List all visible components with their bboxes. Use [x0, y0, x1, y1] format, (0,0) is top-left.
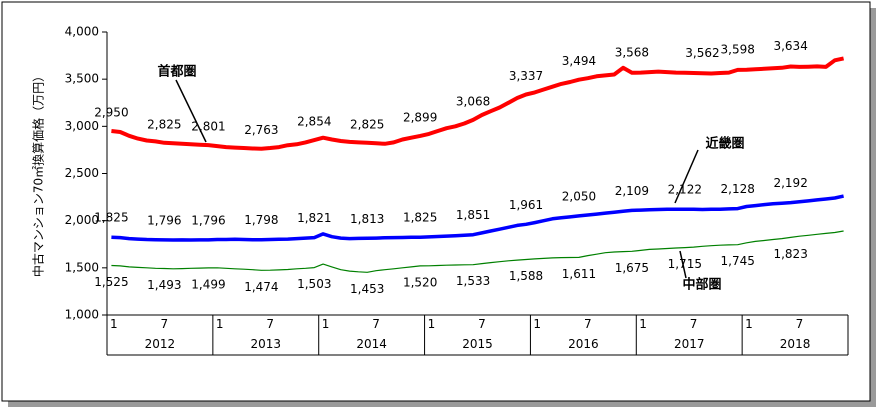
data-label: 2,122	[668, 183, 702, 197]
x-tick-label: 7	[161, 317, 169, 331]
data-label: 1,503	[297, 277, 331, 291]
data-label: 1,796	[191, 213, 225, 227]
data-label: 2,950	[94, 106, 128, 120]
data-label: 1,453	[350, 282, 384, 296]
data-label: 2,109	[615, 184, 649, 198]
data-label: 1,798	[244, 213, 278, 227]
data-label: 2,128	[721, 182, 755, 196]
data-label: 1,823	[773, 247, 807, 261]
data-label: 2,899	[403, 110, 437, 124]
chart-outer-border	[1, 1, 871, 402]
x-tick-label: 1	[322, 317, 330, 331]
x-tick-label: 7	[584, 317, 592, 331]
x-tick-label: 1	[745, 317, 753, 331]
data-label: 2,763	[244, 123, 278, 137]
x-tick-label: 7	[266, 317, 274, 331]
data-label: 1,525	[94, 275, 128, 289]
series-lines	[111, 56, 845, 273]
data-label: 1,675	[615, 261, 649, 275]
series-name-label: 近畿圏	[705, 136, 744, 152]
data-label: 3,068	[456, 94, 490, 108]
data-label: 1,796	[147, 213, 181, 227]
data-label: 1,851	[456, 208, 490, 222]
series-leader-line	[175, 79, 207, 143]
series-name-label: 中部圏	[682, 277, 721, 293]
y-tick-label: 1,000	[65, 308, 99, 322]
y-tick-label: 2,000	[65, 213, 99, 227]
x-tick-label: 1	[110, 317, 118, 331]
series-name-label: 首都圏	[157, 64, 196, 80]
data-label: 1,533	[456, 274, 490, 288]
year-label: 2017	[674, 337, 705, 351]
data-label: 1,588	[509, 269, 543, 283]
x-tick-label: 7	[796, 317, 804, 331]
data-label: 1,825	[94, 211, 128, 225]
data-label: 2,192	[773, 176, 807, 190]
y-tick-label: 4,000	[65, 25, 99, 39]
axis-lines	[102, 31, 849, 356]
y-tick-label: 3,000	[65, 119, 99, 133]
year-label: 2016	[568, 337, 599, 351]
y-tick-label: 1,500	[65, 260, 99, 274]
x-tick-label: 1	[533, 317, 541, 331]
y-tick-label: 2,500	[65, 166, 99, 180]
data-label: 1,493	[147, 278, 181, 292]
data-label: 2,825	[350, 117, 384, 131]
data-label: 1,611	[562, 267, 596, 281]
x-tick-label: 7	[372, 317, 380, 331]
series-leader-line	[679, 250, 687, 279]
series-line-1	[111, 56, 845, 151]
data-label: 3,562	[685, 46, 719, 60]
x-tick-label: 7	[690, 317, 698, 331]
data-label: 1,961	[509, 198, 543, 212]
data-label: 1,745	[721, 254, 755, 268]
data-label: 3,634	[773, 39, 807, 53]
data-label: 1,813	[350, 212, 384, 226]
series-line-3	[111, 230, 844, 273]
data-label: 1,715	[668, 257, 702, 271]
data-label: 3,598	[721, 42, 755, 56]
data-label: 1,821	[297, 211, 331, 225]
y-tick-labels: 1,000 1,500 2,000 2,500 3,000 3,500 4,000	[65, 25, 99, 322]
x-tick-label: 1	[428, 317, 436, 331]
year-label: 2012	[145, 337, 176, 351]
x-tick-labels: 1 7 1 7 1 7 1 7 1 7 1 7 1 7 2012 2013 2014 2015 2016 2017 20…	[110, 317, 810, 351]
y-axis-label: 中古マンション70㎡換算価格（万円）	[31, 70, 46, 277]
series-line-2	[111, 194, 844, 242]
x-tick-label: 1	[639, 317, 647, 331]
data-label: 3,568	[615, 45, 649, 59]
data-label: 1,474	[244, 280, 278, 294]
data-label: 2,825	[147, 117, 181, 131]
year-label: 2015	[462, 337, 493, 351]
series-leader-line	[674, 149, 699, 204]
data-label: 2,854	[297, 115, 331, 129]
y-tick-label: 3,500	[65, 72, 99, 86]
x-tick-label: 7	[478, 317, 486, 331]
data-label: 1,499	[191, 277, 225, 291]
data-label: 3,337	[509, 69, 543, 83]
data-label: 1,520	[403, 275, 437, 289]
y-axis-label-group: 中古マンション70㎡換算価格（万円）	[31, 70, 46, 277]
year-label: 2014	[356, 337, 387, 351]
year-label: 2018	[780, 337, 811, 351]
data-label: 3,494	[562, 54, 596, 68]
data-label: 1,825	[403, 211, 437, 225]
year-label: 2013	[251, 337, 282, 351]
data-label: 2,050	[562, 189, 596, 203]
x-tick-label: 1	[216, 317, 224, 331]
